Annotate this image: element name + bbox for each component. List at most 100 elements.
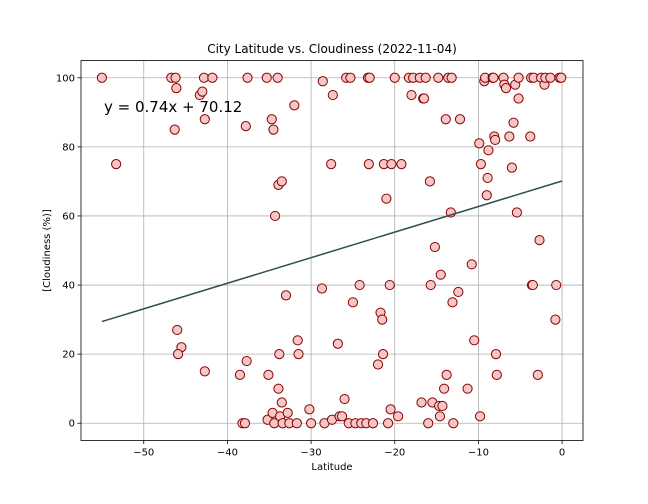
data-point: [513, 93, 524, 104]
data-point: [304, 404, 315, 415]
data-point: [242, 72, 253, 83]
data-point: [377, 349, 389, 360]
data-point: [453, 286, 464, 298]
data-point: [433, 72, 444, 83]
data-point: [293, 349, 304, 360]
x-tick-label: −40: [217, 448, 238, 459]
regression-line: [101, 180, 563, 323]
chart-title: City Latitude vs. Cloudiness (2022-11-04…: [207, 42, 457, 56]
data-point: [504, 131, 515, 142]
data-point: [491, 369, 502, 380]
data-point: [172, 349, 184, 360]
data-point: [263, 369, 274, 380]
data-point: [474, 411, 486, 422]
data-point: [545, 72, 556, 83]
data-point: [416, 397, 427, 408]
data-point: [423, 418, 434, 429]
data-point: [339, 393, 350, 405]
data-point: [241, 355, 252, 367]
data-point: [441, 369, 452, 380]
data-point: [440, 114, 451, 125]
data-point: [466, 259, 477, 270]
data-point: [292, 335, 303, 346]
data-point: [170, 72, 181, 83]
data-point: [462, 383, 473, 394]
y-tick-label: 0: [69, 419, 75, 430]
data-point: [386, 159, 397, 170]
x-axis-ticks: −50 −40 −30 −20 −10 0: [133, 440, 565, 459]
data-point: [266, 114, 277, 125]
data-point: [317, 76, 328, 87]
y-axis-ticks: 0 20 40 60 80 100: [56, 73, 81, 430]
data-point: [448, 418, 459, 429]
data-point: [289, 100, 300, 111]
data-point: [392, 411, 404, 422]
data-point: [481, 190, 492, 201]
y-tick-label: 60: [62, 211, 75, 222]
data-point: [439, 383, 450, 394]
y-tick-label: 80: [62, 142, 75, 153]
data-point: [527, 279, 538, 291]
data-point: [532, 369, 543, 380]
data-point: [435, 269, 446, 280]
data-point: [488, 72, 499, 83]
data-point: [363, 159, 374, 170]
data-point: [273, 383, 284, 394]
data-point: [420, 72, 431, 83]
data-point: [372, 359, 384, 370]
data-point: [469, 335, 480, 346]
data-point: [234, 369, 246, 380]
x-tick-label: −20: [384, 448, 405, 459]
x-tick-label: −10: [468, 448, 489, 459]
data-point: [261, 72, 272, 83]
data-point: [396, 159, 407, 170]
data-point: [389, 72, 400, 83]
data-point: [111, 159, 122, 170]
data-point: [556, 72, 567, 83]
data-point: [551, 279, 562, 291]
data-point: [282, 407, 293, 418]
data-point: [483, 145, 494, 156]
data-point: [197, 86, 208, 97]
data-point: [207, 72, 218, 83]
data-point: [172, 324, 183, 336]
data-point: [276, 397, 287, 408]
data-point: [425, 279, 436, 291]
data-point: [332, 338, 343, 349]
data-point: [447, 297, 458, 308]
y-tick-label: 100: [56, 73, 75, 84]
data-point: [336, 411, 348, 422]
data-point: [500, 83, 512, 94]
data-point: [199, 366, 210, 377]
data-point: [199, 114, 210, 125]
data-point: [169, 124, 180, 135]
data-point: [274, 349, 285, 360]
data-point: [354, 279, 365, 291]
data-point: [474, 138, 485, 149]
data-point: [429, 241, 441, 253]
data-point: [364, 72, 375, 83]
data-point: [384, 279, 395, 291]
data-point: [272, 72, 283, 83]
x-tick-label: 0: [559, 448, 565, 459]
data-point: [446, 72, 457, 83]
data-point: [291, 418, 302, 429]
x-tick-label: −50: [133, 448, 154, 459]
x-tick-label: −30: [301, 448, 322, 459]
data-point: [513, 72, 524, 83]
data-point: [367, 418, 379, 429]
data-point: [198, 72, 210, 83]
y-tick-label: 20: [62, 350, 75, 361]
data-point: [316, 283, 328, 294]
data-points: [96, 72, 567, 429]
data-point: [280, 290, 292, 301]
data-point: [454, 114, 466, 125]
data-point: [385, 404, 396, 415]
data-point: [490, 349, 502, 360]
data-point: [347, 297, 359, 308]
data-point: [382, 418, 394, 429]
data-point: [508, 117, 519, 128]
data-point: [327, 89, 338, 101]
plot-area-frame: [80, 60, 584, 441]
